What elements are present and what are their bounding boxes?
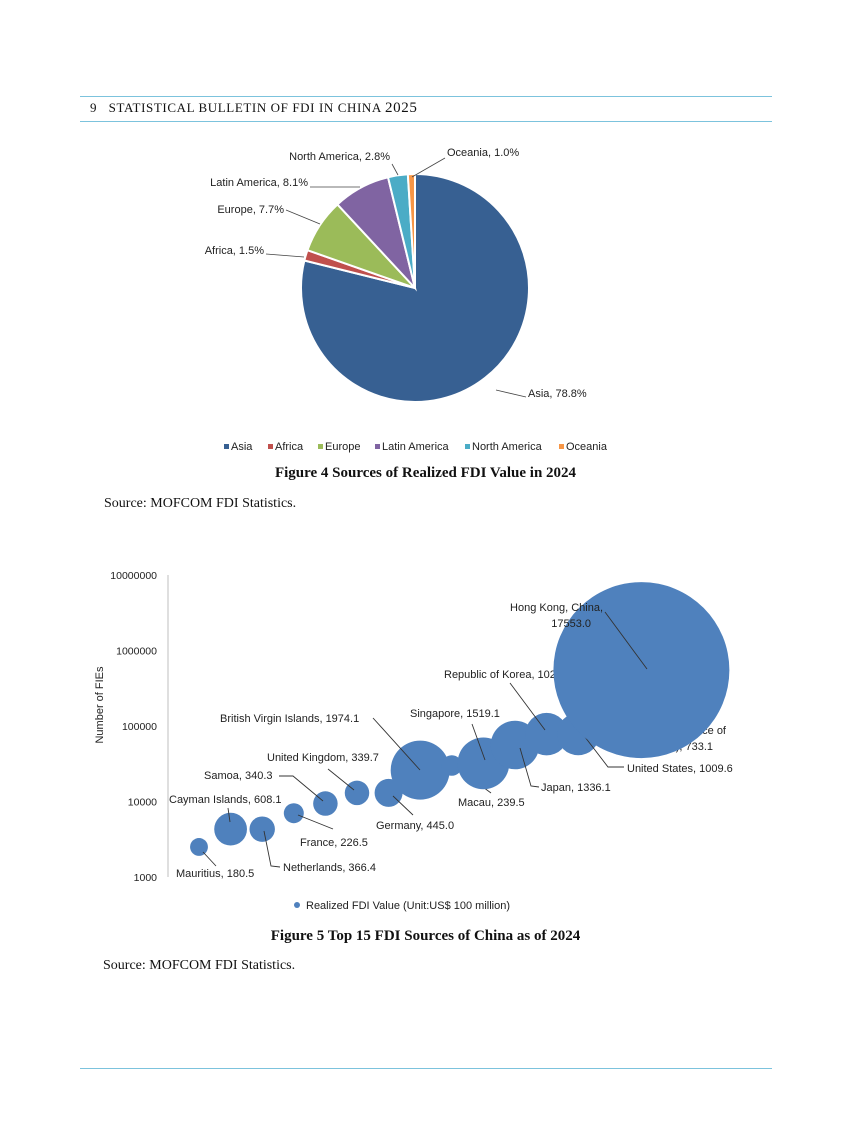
y-tick-label: 1000 (134, 872, 158, 884)
bubble-netherlands (249, 816, 275, 842)
legend-swatch-asia (224, 444, 229, 449)
pie-label-asia: Asia, 78.8% (528, 388, 587, 400)
y-axis-title: Number of FIEs (94, 666, 106, 744)
bubble-leader-france (297, 814, 334, 830)
bubble-legend-marker (294, 902, 300, 908)
bubble-hong-kong (553, 582, 730, 759)
legend-label-north-america: North America (472, 441, 543, 453)
legend-label-latin-america: Latin America (382, 441, 450, 453)
pie-leader-oceania (411, 157, 446, 178)
bubble-leader-hong-kong (604, 611, 648, 670)
bubble-label-japan: Japan, 1336.1 (541, 782, 611, 794)
bubble-label-republic-of-korea: Republic of Korea, 1027.1 (444, 669, 571, 681)
legend-label-europe: Europe (325, 441, 360, 453)
bubble-label-cayman-islands: Cayman Islands, 608.1 (169, 794, 282, 806)
bubble-mauritius (190, 838, 208, 856)
y-tick-label: 10000 (128, 797, 157, 809)
pie-leader-north-america (391, 163, 399, 176)
y-tick-label: 1000000 (116, 646, 157, 658)
pie-leader-asia (495, 389, 527, 398)
legend-label-oceania: Oceania (566, 441, 608, 453)
bubble-leader-japan (519, 747, 540, 788)
bubble-label-british-virgin-islands: British Virgin Islands, 1974.1 (220, 713, 359, 725)
y-tick-label: 10000000 (110, 570, 157, 582)
figure4-caption: Figure 4 Sources of Realized FDI Value i… (274, 465, 577, 481)
figure5-caption: Figure 5 Top 15 FDI Sources of China as … (270, 928, 581, 944)
figure5-source: Source: MOFCOM FDI Statistics. (103, 958, 296, 973)
pie-label-europe: Europe, 7.7% (217, 204, 284, 216)
bubble-leader-united-states (584, 736, 624, 768)
pie-label-oceania: Oceania, 1.0% (447, 147, 519, 159)
legend-swatch-latin-america (375, 444, 380, 449)
bubble-united-kingdom (344, 780, 370, 806)
bubble-macau (441, 755, 463, 776)
pie-slice-oceania (406, 172, 416, 289)
figure4-source: Source: MOFCOM FDI Statistics. (104, 496, 297, 511)
bubble-leader-mauritius (202, 851, 217, 867)
pie-leader-europe (285, 209, 321, 225)
bubble-leader-germany (392, 795, 414, 816)
bubble-label-netherlands: Netherlands, 366.4 (283, 862, 376, 874)
page-number: 9 (90, 100, 98, 115)
bubble-label-france: France, 226.5 (300, 837, 368, 849)
pie-leader-africa (265, 253, 305, 258)
bubble-leader-singapore (471, 723, 486, 761)
legend-swatch-north-america (465, 444, 470, 449)
legend-swatch-oceania (559, 444, 564, 449)
bubble-leader-samoa (279, 775, 324, 802)
bubble-label-germany: Germany, 445.0 (376, 820, 454, 832)
bubble-label-samoa: Samoa, 340.3 (204, 770, 273, 782)
header-rule-bottom (80, 121, 772, 122)
bubble-leader-netherlands (263, 830, 281, 868)
page-header: 9 STATISTICAL BULLETIN OF FDI IN CHINA 2… (90, 100, 417, 117)
bubble-samoa (313, 791, 338, 816)
bubble-label-united-states: United States, 1009.6 (627, 763, 733, 775)
pie-label-latin-america: Latin America, 8.1% (210, 177, 308, 189)
bubble-leader-cayman-islands (227, 807, 231, 823)
legend-swatch-europe (318, 444, 323, 449)
bulletin-year: 2025 (385, 100, 418, 116)
legend-label-africa: Africa (275, 441, 304, 453)
bubble-label-singapore: Singapore, 1519.1 (410, 708, 500, 720)
pie-chart: Asia, 78.8% Africa, 1.5% Europe, 7.7% Latin… (205, 147, 608, 453)
bubble-label-mauritius: Mauritius, 180.5 (176, 868, 254, 880)
bubble-leader-republic-of-korea (509, 682, 546, 731)
bubble-chart: 10000000 1000000 100000 10000 1000 Number of … (94, 570, 733, 912)
pie-slice-asia (300, 172, 530, 403)
bubble-label-macau: Macau, 239.5 (458, 797, 525, 809)
bubble-france (283, 803, 304, 824)
bubble-british-virgin-islands (390, 740, 450, 800)
bubble-legend-label: Realized FDI Value (Unit:US$ 100 million… (306, 900, 510, 912)
pie-label-north-america: North America, 2.8% (289, 151, 390, 163)
bubble-label-hong-kong: Hong Kong, China, 17553.0 (510, 602, 603, 630)
footer-rule (80, 1068, 772, 1069)
legend-label-asia: Asia (231, 441, 253, 453)
pie-label-africa: Africa, 1.5% (205, 245, 265, 257)
bubble-cayman-islands (214, 812, 247, 846)
bubble-leader-british-virgin-islands (372, 717, 421, 771)
y-tick-label: 100000 (122, 721, 157, 733)
bubble-label-united-kingdom: United Kingdom, 339.7 (267, 752, 379, 764)
bubble-leader-united-kingdom (327, 768, 355, 791)
header-rule-top (80, 96, 772, 97)
legend-swatch-africa (268, 444, 273, 449)
bubble-republic-of-korea (525, 712, 568, 756)
bulletin-title: STATISTICAL BULLETIN OF FDI IN CHINA (108, 100, 382, 115)
